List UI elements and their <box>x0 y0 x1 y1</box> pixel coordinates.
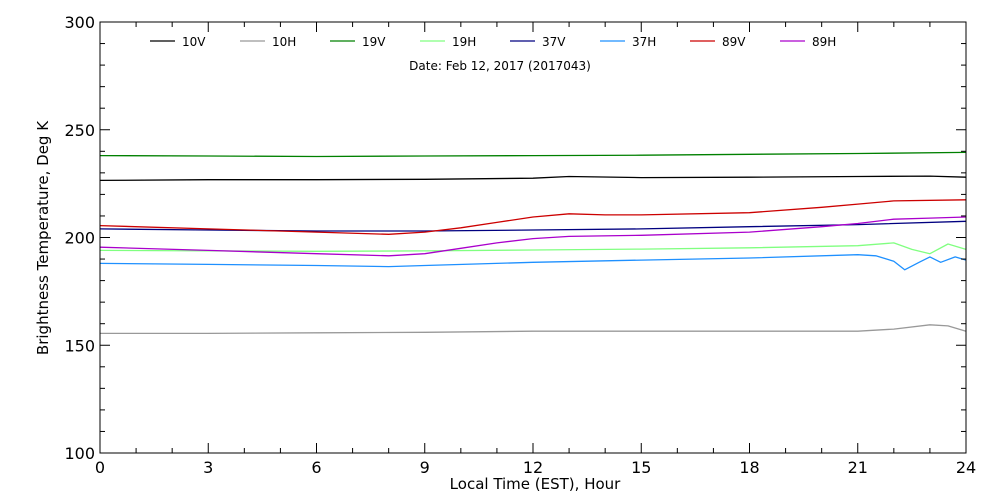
legend-label-89h: 89H <box>812 35 836 49</box>
plot-frame <box>99 21 967 454</box>
series-line-19h <box>99 242 967 255</box>
y-tick-label: 250 <box>64 121 95 140</box>
y-tick-label: 100 <box>64 444 95 463</box>
legend-label-10h: 10H <box>272 35 296 49</box>
legend-label-10v: 10V <box>182 35 206 49</box>
legend-label-19v: 19V <box>362 35 386 49</box>
series-line-89h <box>99 216 967 257</box>
x-tick-label: 3 <box>203 458 213 477</box>
series-line-37h <box>99 254 967 271</box>
x-tick-label: 21 <box>848 458 868 477</box>
legend-label-19h: 19H <box>452 35 476 49</box>
ticks-layer: 0 3 6 9 12 15 18 21 24 100 150 200 250 300 <box>64 13 976 477</box>
series-line-19v <box>99 151 967 158</box>
series-line-10h <box>100 324 967 335</box>
legend: 10V 10H 19V 19H 37V 37H 89V 89H <box>150 35 836 49</box>
series-line-89v <box>99 199 967 235</box>
x-tick-label: 9 <box>420 458 430 477</box>
y-tick-label: 150 <box>64 336 95 355</box>
y-tick-label: 200 <box>64 229 95 248</box>
x-tick-label: 0 <box>95 458 105 477</box>
legend-label-37v: 37V <box>542 35 566 49</box>
series-line-10v <box>99 175 967 182</box>
x-tick-label: 6 <box>311 458 321 477</box>
y-tick-label: 300 <box>64 13 95 32</box>
date-annotation: Date: Feb 12, 2017 (2017043) <box>409 59 591 73</box>
x-tick-label: 12 <box>523 458 543 477</box>
series-layer <box>99 151 967 335</box>
legend-label-89v: 89V <box>722 35 746 49</box>
y-axis-title: Brightness Temperature, Deg K <box>34 120 52 355</box>
x-tick-label: 15 <box>631 458 651 477</box>
x-axis-title: Local Time (EST), Hour <box>450 475 621 493</box>
x-tick-label: 24 <box>956 458 976 477</box>
legend-label-37h: 37H <box>632 35 656 49</box>
x-tick-label: 18 <box>739 458 759 477</box>
axes-layer <box>99 21 967 454</box>
